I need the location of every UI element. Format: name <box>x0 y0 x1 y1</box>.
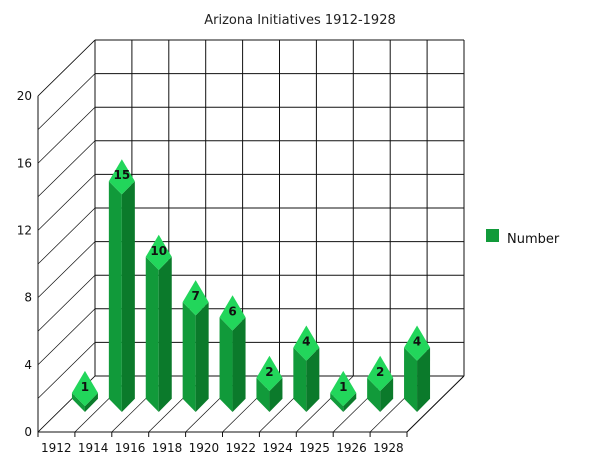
x-tick-label: 1918 <box>152 441 183 455</box>
x-tick-label: 1928 <box>373 441 404 455</box>
data-label: 4 <box>413 335 421 349</box>
x-axis-ticks: 1912 1914 1916 1918 1920 1922 1924 1925 1926 1928 <box>41 441 404 455</box>
legend-swatch <box>486 229 499 242</box>
bar <box>367 355 394 412</box>
x-tick-label: 1925 <box>299 441 330 455</box>
bars: 1 15 10 7 6 2 4 1 2 4 <box>71 159 431 412</box>
data-label: 2 <box>376 365 384 379</box>
x-tick-label: 1920 <box>189 441 220 455</box>
data-label: 7 <box>191 289 199 303</box>
bar <box>293 325 320 412</box>
data-label: 2 <box>265 365 273 379</box>
x-tick-label: 1912 <box>41 441 72 455</box>
bar <box>108 159 135 412</box>
bar <box>330 370 357 412</box>
data-label: 1 <box>81 380 89 394</box>
legend-label: Number <box>507 232 560 247</box>
data-label: 1 <box>339 380 347 394</box>
data-label: 6 <box>228 304 236 318</box>
bar <box>219 295 246 412</box>
y-tick-label: 16 <box>17 156 32 170</box>
gridline-side <box>37 241 96 298</box>
top-left-edge <box>37 39 96 97</box>
grid <box>37 39 465 437</box>
gridline-side <box>37 106 96 164</box>
bar <box>145 234 172 412</box>
x-tick-label: 1922 <box>226 441 257 455</box>
x-tick-label: 1916 <box>115 441 146 455</box>
gridline-side <box>37 140 96 198</box>
gridline-side <box>37 274 96 332</box>
y-tick-label: 4 <box>24 358 32 372</box>
data-label: 10 <box>150 244 167 258</box>
bar <box>256 355 283 412</box>
gridline-side <box>37 207 96 265</box>
bar <box>404 325 431 412</box>
x-tick-label: 1926 <box>336 441 367 455</box>
x-tick-label: 1924 <box>262 441 293 455</box>
data-label: 4 <box>302 335 310 349</box>
floor-right-edge <box>406 375 465 433</box>
gridline-side <box>37 174 96 231</box>
y-axis-ticks: 0 4 8 12 16 20 <box>17 89 32 439</box>
bar <box>71 370 98 412</box>
y-tick-label: 20 <box>17 89 32 103</box>
bar <box>182 280 209 412</box>
gridline-side <box>37 73 96 130</box>
legend: Number <box>486 229 560 247</box>
y-tick-label: 0 <box>24 425 32 439</box>
chart-title: Arizona Initiatives 1912-1928 <box>204 13 396 28</box>
y-tick-label: 8 <box>24 291 32 305</box>
data-label: 15 <box>113 168 130 182</box>
gridline-side <box>37 342 96 399</box>
gridline-side <box>37 308 96 366</box>
y-tick-label: 12 <box>17 224 32 238</box>
x-tick-label: 1914 <box>78 441 109 455</box>
